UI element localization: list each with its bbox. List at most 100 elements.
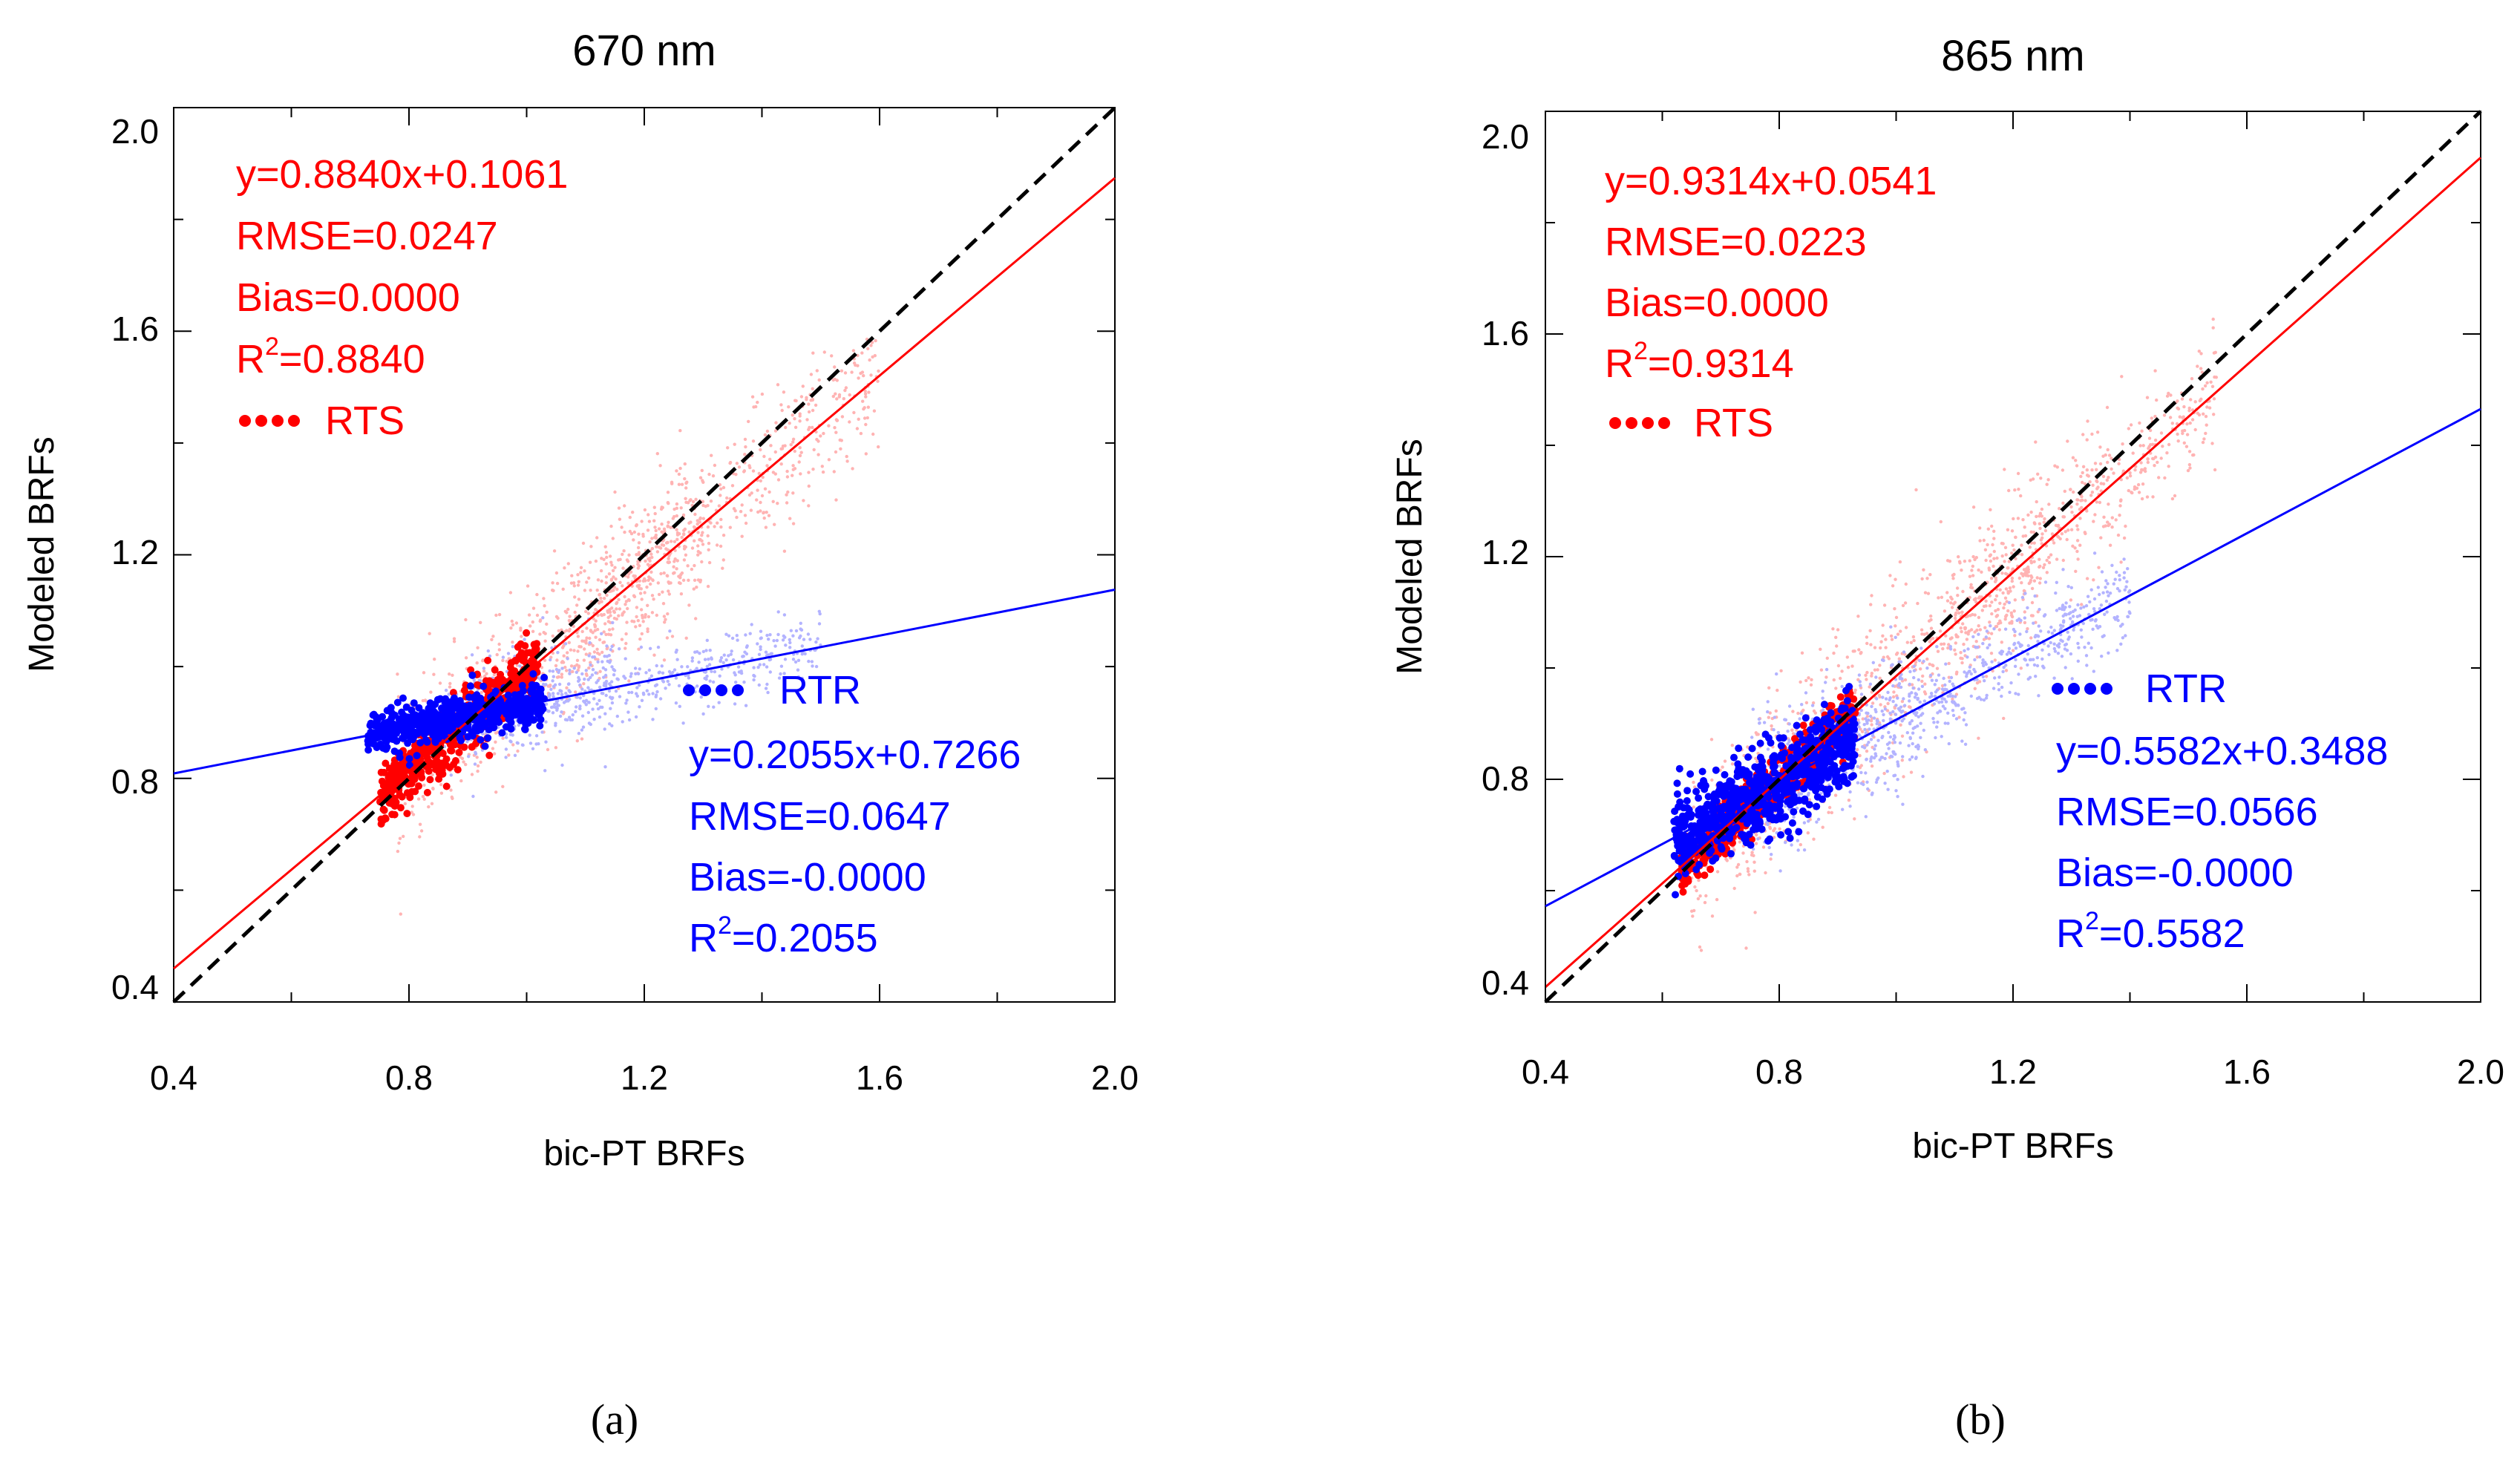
data-point-rts xyxy=(681,513,686,517)
data-point-rts xyxy=(475,661,479,665)
data-point-rtr xyxy=(1946,711,1950,715)
data-point-rts xyxy=(1971,564,1974,569)
data-point-rtr xyxy=(638,667,641,671)
data-point-rtr xyxy=(818,612,822,616)
data-point-rts xyxy=(2017,488,2020,491)
data-point-rts xyxy=(734,473,738,476)
data-point-rts xyxy=(1853,649,1856,653)
data-point-rtr xyxy=(1993,676,1997,680)
data-point-rts xyxy=(791,464,795,468)
data-point-rts xyxy=(1980,595,1983,599)
data-point-rts xyxy=(2066,439,2069,443)
data-point-rts xyxy=(515,664,519,667)
data-point-rts xyxy=(542,597,546,600)
data-point-rts xyxy=(1723,759,1727,763)
data-point-rts xyxy=(654,528,658,533)
data-point-rts xyxy=(2131,451,2135,455)
data-point-rtr xyxy=(667,683,671,687)
data-point-rtr xyxy=(2113,577,2117,581)
data-point-rts xyxy=(569,648,573,652)
data-point-rts xyxy=(2071,544,2075,548)
data-point-rtr xyxy=(1878,723,1882,727)
data-point-rtr xyxy=(2068,605,2072,609)
data-point-rtr xyxy=(2101,591,2105,594)
data-point-rts xyxy=(1704,894,1708,898)
data-point-rts xyxy=(2145,495,2150,499)
data-point-rtr xyxy=(2058,623,2063,627)
data-point-rts xyxy=(1796,711,1800,715)
data-point-rts xyxy=(618,517,622,521)
data-point-rts xyxy=(2010,551,2014,555)
data-point-rts xyxy=(2141,444,2145,448)
data-point-rts xyxy=(700,468,704,473)
data-point-rts xyxy=(1692,908,1696,913)
data-point-rtr xyxy=(598,698,601,702)
data-point-rts xyxy=(2062,515,2066,519)
data-point-rts xyxy=(672,514,676,519)
data-point-rts xyxy=(684,553,688,557)
data-point-rtr xyxy=(654,707,658,711)
data-point-rtr xyxy=(415,704,423,712)
data-point-rts xyxy=(2182,441,2186,445)
data-point-rtr xyxy=(721,661,725,664)
data-point-rtr xyxy=(2052,676,2056,680)
data-point-rts xyxy=(719,494,722,497)
data-point-rtr xyxy=(580,728,584,732)
data-point-rts xyxy=(568,615,572,618)
data-point-rts xyxy=(1861,717,1865,721)
data-point-rts xyxy=(756,400,759,404)
data-point-rts xyxy=(1952,572,1956,577)
data-point-rts xyxy=(666,491,670,494)
data-point-rts xyxy=(2090,468,2094,472)
data-point-rts xyxy=(379,805,387,813)
data-point-rts xyxy=(771,499,775,503)
data-point-rts xyxy=(599,569,603,573)
data-point-rtr xyxy=(2017,672,2020,676)
data-point-rts xyxy=(719,517,723,522)
data-point-rts xyxy=(2165,451,2169,455)
data-point-rts xyxy=(1738,872,1741,877)
data-point-rts xyxy=(552,549,557,553)
data-point-rts xyxy=(396,695,401,698)
data-point-rtr xyxy=(618,695,622,698)
data-point-rts xyxy=(834,430,838,434)
data-point-rts xyxy=(2199,352,2203,356)
data-point-rts xyxy=(822,431,825,436)
rtr-legend-marker xyxy=(683,684,744,696)
data-point-rts xyxy=(582,682,586,686)
data-point-rts xyxy=(491,747,495,750)
data-point-rts xyxy=(2091,483,2095,487)
data-point-rts xyxy=(2085,577,2089,580)
data-point-rts xyxy=(751,439,756,443)
data-point-rts xyxy=(2064,530,2067,534)
data-point-rts xyxy=(647,520,652,523)
data-point-rts xyxy=(577,597,581,601)
data-point-rts xyxy=(2074,459,2078,462)
data-point-rtr xyxy=(1968,665,1971,669)
data-point-rtr xyxy=(1864,815,1868,819)
rts-rmse: RMSE=0.0247 xyxy=(236,214,498,258)
data-point-rts xyxy=(1899,629,1902,633)
data-point-rts xyxy=(1885,709,1890,713)
data-point-rts xyxy=(562,654,566,658)
data-point-rtr xyxy=(1934,678,1938,682)
data-point-rtr xyxy=(648,646,652,650)
data-point-rts xyxy=(863,416,867,420)
data-point-rts xyxy=(402,834,405,839)
data-point-rts xyxy=(1893,607,1896,611)
data-point-rts xyxy=(864,422,868,427)
data-point-rtr xyxy=(814,664,819,669)
data-point-rtr xyxy=(1951,713,1956,718)
data-point-rts xyxy=(1920,679,1924,684)
data-point-rtr xyxy=(1928,673,1933,678)
data-point-rts xyxy=(2020,581,2023,585)
data-point-rtr xyxy=(661,680,666,684)
data-point-rtr xyxy=(1922,699,1927,703)
data-point-rtr xyxy=(1917,715,1920,718)
data-point-rts xyxy=(1989,652,1994,655)
data-point-rts xyxy=(2201,440,2205,445)
data-point-rtr xyxy=(405,755,413,763)
data-point-rts xyxy=(863,406,866,410)
data-point-rts xyxy=(2212,397,2216,401)
data-point-rts xyxy=(2003,468,2006,471)
